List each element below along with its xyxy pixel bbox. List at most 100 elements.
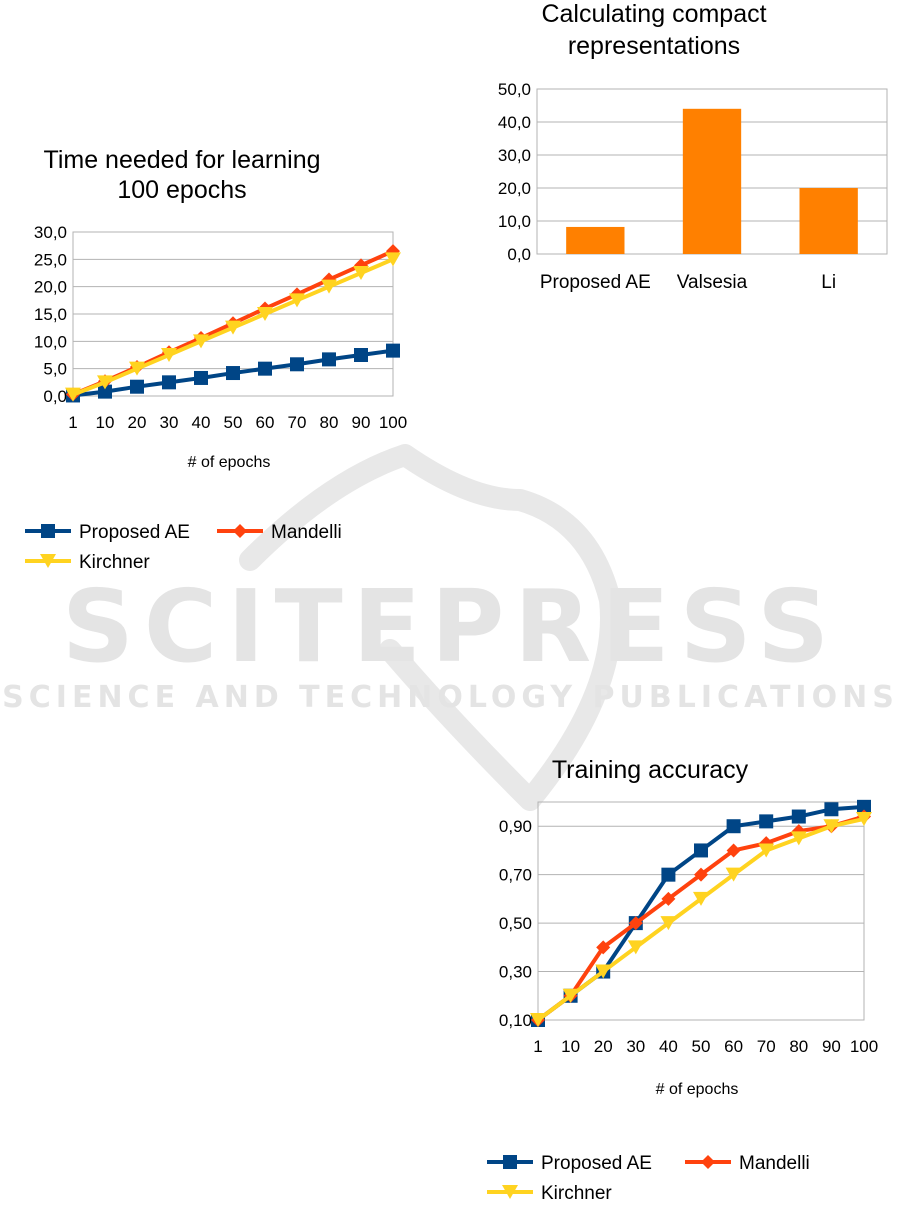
y-tick-label: 0,70 xyxy=(499,866,532,885)
data-point xyxy=(726,819,741,834)
data-point xyxy=(130,379,144,394)
x-axis-label: # of epochs xyxy=(188,454,271,471)
x-tick-label: 30 xyxy=(160,413,179,432)
data-point xyxy=(353,266,369,280)
series-kirchner xyxy=(530,811,872,1027)
x-tick-label: 80 xyxy=(789,1037,808,1056)
legend-marker xyxy=(502,1185,518,1199)
data-point xyxy=(386,343,400,358)
data-point xyxy=(530,1013,546,1027)
data-point xyxy=(660,916,677,931)
x-tick-label: 1 xyxy=(68,413,77,432)
data-point xyxy=(758,843,775,858)
data-point xyxy=(857,799,871,814)
legend-label: Proposed AE xyxy=(79,522,190,543)
bar xyxy=(799,188,858,254)
data-point xyxy=(257,307,273,321)
data-point xyxy=(726,843,741,858)
data-point xyxy=(661,867,676,882)
data-point xyxy=(354,348,368,362)
x-tick-label: 80 xyxy=(320,413,339,432)
x-tick-label: 70 xyxy=(288,413,307,432)
x-tick-label: 40 xyxy=(192,413,211,432)
data-point xyxy=(596,940,611,955)
x-tick-label: 10 xyxy=(96,413,115,432)
data-point xyxy=(194,370,208,385)
data-point xyxy=(129,361,145,376)
chart-title: Calculating compact xyxy=(541,0,766,28)
data-point xyxy=(791,809,806,824)
legend-label: Mandelli xyxy=(271,522,342,543)
y-tick-label: 0,0 xyxy=(43,387,67,406)
x-tick-label: 60 xyxy=(724,1037,743,1056)
y-tick-label: 10,0 xyxy=(498,212,531,231)
x-tick-label: 50 xyxy=(692,1037,711,1056)
y-tick-label: 0,90 xyxy=(499,817,532,836)
data-point xyxy=(65,387,81,402)
chart-2: Calculating compact representations 0,0 10,… xyxy=(498,0,888,293)
series-proposed-ae xyxy=(531,799,871,1027)
y-tick-label: 20,0 xyxy=(34,278,67,297)
data-point xyxy=(856,811,872,826)
legend: Proposed AE Mandelli Kirchner xyxy=(25,522,342,573)
data-point xyxy=(98,384,112,399)
chart-title: 100 epochs xyxy=(117,176,246,204)
legend: Proposed AE Mandelli Kirchner xyxy=(487,1153,810,1204)
data-point xyxy=(824,802,839,817)
series-kirchner xyxy=(65,252,401,402)
series-mandelli xyxy=(531,809,871,1027)
y-tick-label: 0,50 xyxy=(499,914,532,933)
data-point xyxy=(627,940,644,955)
x-tick-label: 50 xyxy=(224,413,243,432)
series-line xyxy=(536,804,865,1022)
y-tick-label: 30,0 xyxy=(498,146,531,165)
y-tick-label: 40,0 xyxy=(498,113,531,132)
x-tick-label: 90 xyxy=(822,1037,841,1056)
x-tick-label: 70 xyxy=(757,1037,776,1056)
x-tick-label: 90 xyxy=(352,413,371,432)
x-tick-label: 100 xyxy=(850,1037,878,1056)
data-point xyxy=(258,361,272,376)
data-point xyxy=(823,819,840,834)
x-tick-label: 10 xyxy=(561,1037,580,1056)
data-point xyxy=(628,916,643,931)
legend-label: Proposed AE xyxy=(541,1153,652,1174)
data-point xyxy=(759,814,774,829)
data-point xyxy=(694,843,708,858)
y-tick-label: 5,0 xyxy=(43,360,67,379)
data-point xyxy=(226,366,240,381)
data-point xyxy=(321,279,337,294)
data-point xyxy=(193,334,209,349)
x-tick-label: 1 xyxy=(533,1037,542,1056)
data-point xyxy=(225,320,241,335)
x-tick-label: 60 xyxy=(256,413,275,432)
y-tick-label: 0,30 xyxy=(499,963,532,982)
series-proposed-ae xyxy=(66,343,400,403)
x-tick-label: 20 xyxy=(128,413,147,432)
data-point xyxy=(289,293,305,308)
chart-title: representations xyxy=(568,32,740,60)
chart-3: Training accuracy 0,10 0,30 0,50 0,70 0,90 1 10… xyxy=(487,756,878,1204)
data-point xyxy=(661,891,676,906)
x-tick-label: 40 xyxy=(659,1037,678,1056)
plot-area xyxy=(537,801,865,1021)
chart-title: Time needed for learning xyxy=(43,146,320,174)
x-tick-label: Proposed AE xyxy=(540,272,651,293)
bar xyxy=(682,108,742,254)
watermark-title: SCITEPRESS xyxy=(61,568,840,685)
data-point xyxy=(290,357,304,372)
x-tick-label: 100 xyxy=(379,413,407,432)
legend-marker xyxy=(41,524,55,538)
x-tick-label: Valsesia xyxy=(677,272,748,293)
data-point xyxy=(790,831,807,846)
y-tick-label: 25,0 xyxy=(34,250,67,269)
y-tick-label: 20,0 xyxy=(498,179,531,198)
data-point xyxy=(693,891,709,906)
chart-title: Training accuracy xyxy=(552,756,749,784)
data-point xyxy=(595,964,612,979)
data-point xyxy=(97,375,113,390)
x-tick-label: Li xyxy=(821,272,836,293)
